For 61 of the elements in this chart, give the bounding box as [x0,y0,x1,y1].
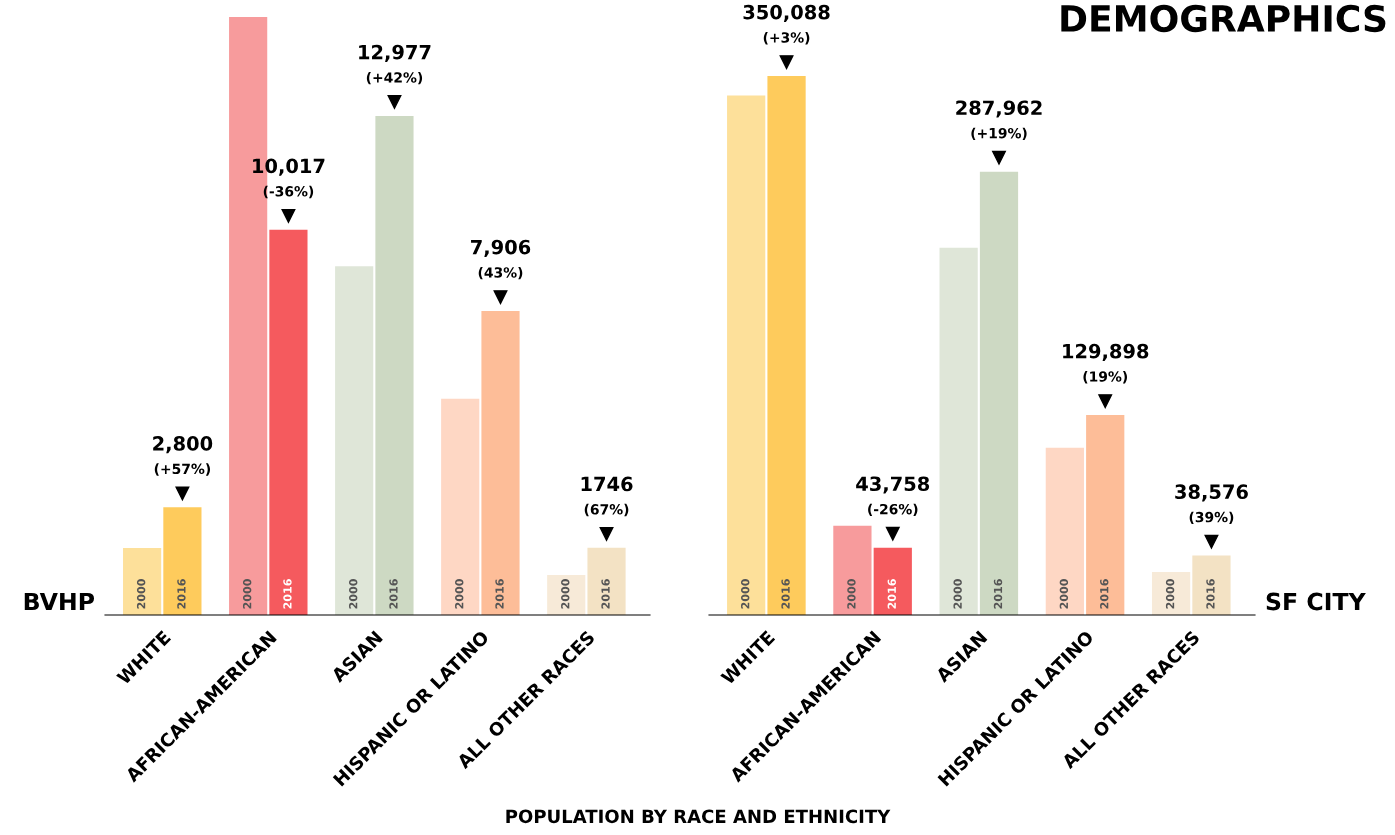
text: 2000 [455,579,464,609]
annotation: (+57%) [154,463,210,476]
bar [163,507,202,615]
bar [269,229,308,615]
text: 2000 [1059,579,1069,609]
annotation: (+19%) [971,127,1027,141]
data-label: 1746 [581,476,633,492]
bar [833,525,872,615]
data-label: 38,576 [1175,484,1248,502]
annotation: (67%) [584,503,629,517]
text: 2016 [283,579,292,609]
annotation: (+3%) [763,32,810,45]
data-label: 350,088 [743,4,830,22]
text: BVHP [24,592,95,611]
bar [335,266,374,615]
bar [939,247,978,615]
annotation: (-26%) [868,503,918,517]
data-label: 43,758 [856,476,930,494]
bar [1045,447,1084,615]
bar [123,548,162,615]
data-label: 7,906 [471,239,531,257]
annotation: (39%) [1189,511,1234,524]
text: POPULATION BY RACE AND ETHNICITY [506,809,891,824]
bar [1192,555,1231,615]
bar [587,547,626,615]
chart-subtitle: DEMOGRAPHICS [1061,4,1386,33]
text: 2016 [495,579,504,609]
text: 2016 [993,579,1003,609]
text: 2016 [389,579,398,609]
text: 2000 [348,579,358,609]
data-label: 287,962 [956,100,1042,118]
data-label: 10,017 [253,158,325,176]
series-label: 2016 [177,579,186,609]
data-label: 12,977 [359,44,431,62]
text: 2000 [242,579,252,609]
data-label: 2,800 [153,436,213,454]
text: 2016 [601,579,610,609]
text: 2016 [1206,579,1215,609]
text: 2000 [847,579,856,609]
bar [873,547,912,615]
series-label: 2000 [741,579,750,609]
text: 2000 [953,579,962,609]
text: SF CITY [1266,592,1366,611]
bar [481,310,520,615]
annotation: (+42%) [366,71,423,85]
bar [441,398,480,615]
annotation: (19%) [1083,371,1127,384]
text: 2016 [887,579,896,609]
bar [767,76,806,615]
annotation: (-36%) [263,185,314,199]
bar [727,95,766,615]
series-label: 2016 [781,579,790,609]
series-label: 2000 [561,579,570,609]
text: 2000 [1165,579,1175,609]
bar [1086,415,1125,615]
annotation: (43%) [478,266,523,280]
bar [979,171,1019,615]
text: 2000 [136,579,146,609]
data-label: 129,898 [1063,343,1149,361]
bar [375,115,414,615]
text: 2016 [1100,579,1109,609]
